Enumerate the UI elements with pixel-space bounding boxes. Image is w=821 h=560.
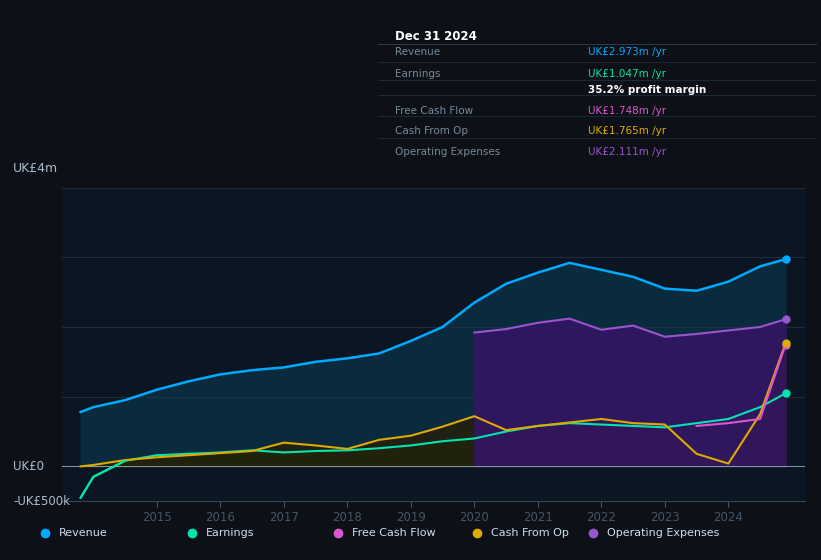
Text: Revenue: Revenue (59, 529, 108, 538)
Text: UK£2.973m /yr: UK£2.973m /yr (589, 47, 667, 57)
Text: -UK£500k: -UK£500k (13, 494, 71, 508)
Text: Free Cash Flow: Free Cash Flow (352, 529, 436, 538)
Text: Dec 31 2024: Dec 31 2024 (395, 30, 477, 43)
Text: UK£2.111m /yr: UK£2.111m /yr (589, 147, 667, 157)
Text: UK£1.765m /yr: UK£1.765m /yr (589, 126, 667, 136)
Text: Cash From Op: Cash From Op (491, 529, 569, 538)
Text: Cash From Op: Cash From Op (395, 126, 468, 136)
Text: UK£0: UK£0 (13, 460, 44, 473)
Text: Earnings: Earnings (395, 69, 441, 80)
Text: Operating Expenses: Operating Expenses (395, 147, 501, 157)
Text: 35.2% profit margin: 35.2% profit margin (589, 85, 707, 95)
Text: Earnings: Earnings (206, 529, 255, 538)
Text: UK£1.748m /yr: UK£1.748m /yr (589, 106, 667, 116)
Text: UK£4m: UK£4m (13, 162, 58, 175)
Text: Operating Expenses: Operating Expenses (607, 529, 719, 538)
Text: Revenue: Revenue (395, 47, 440, 57)
Text: Free Cash Flow: Free Cash Flow (395, 106, 474, 116)
Text: UK£1.047m /yr: UK£1.047m /yr (589, 69, 667, 80)
